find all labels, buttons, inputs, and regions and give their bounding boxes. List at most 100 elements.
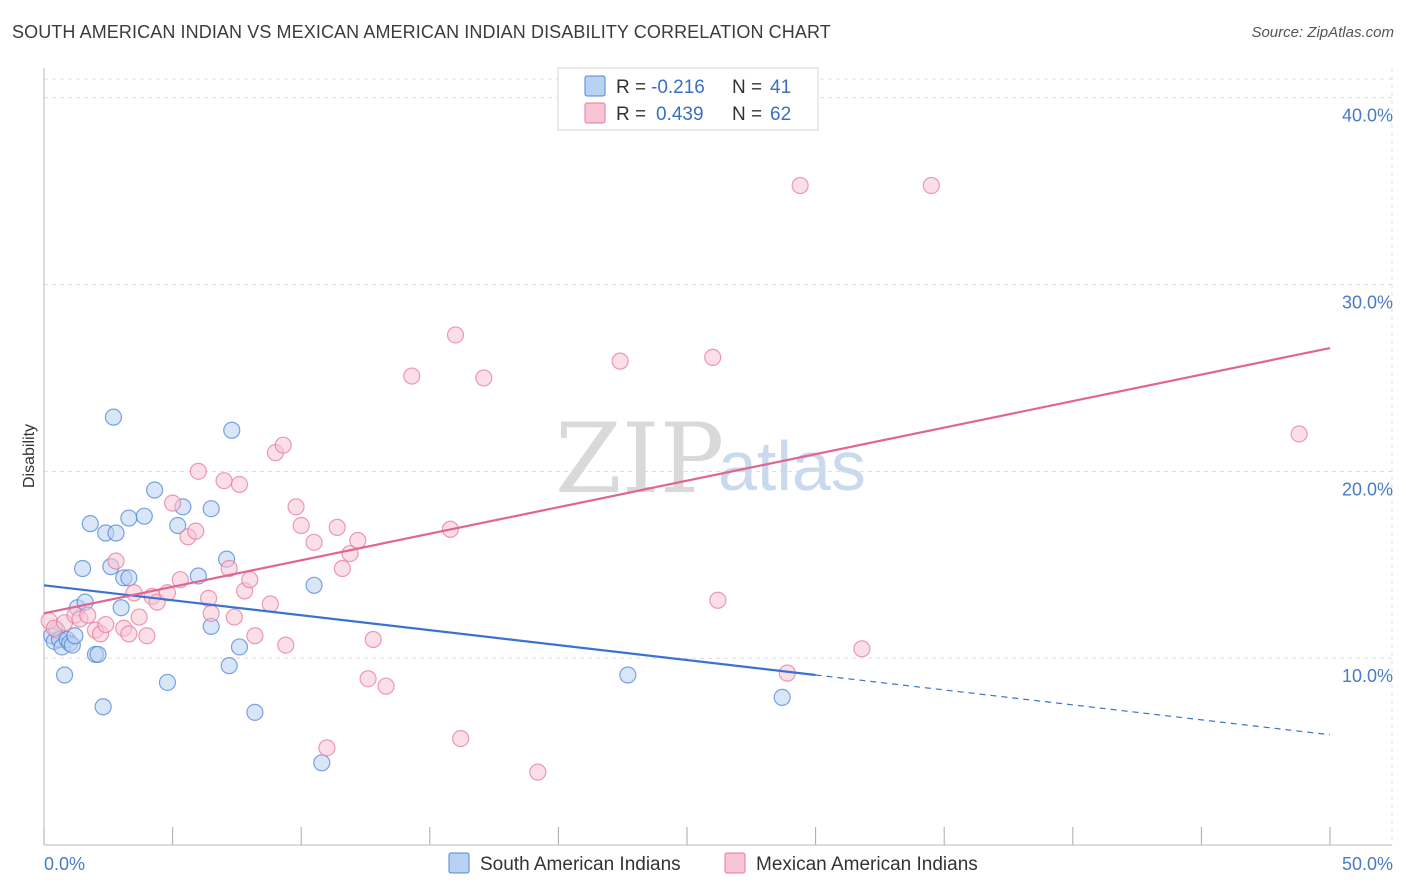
point-mexican-american [189,462,207,480]
trend-lines [43,346,1331,736]
axes [43,68,1392,846]
legend-r-label-south-american: R = [616,77,646,98]
legend-n-label-south-american: N = [732,77,762,98]
x-tick-label-min: 0.0% [44,854,85,874]
point-mexican-american [187,522,205,540]
point-mexican-american [230,475,249,494]
point-south-american [246,703,264,721]
point-mexican-american [138,627,156,645]
legend-n-value-south-american: 41 [770,77,791,98]
point-mexican-american [475,369,493,387]
point-mexican-american [246,627,264,645]
trend-line-extension-south-american [815,674,1331,736]
point-mexican-american [791,176,809,195]
series-legend-swatch-south-american [448,852,470,874]
point-mexican-american [241,571,259,589]
point-mexican-american [287,498,305,516]
chart-title: SOUTH AMERICAN INDIAN VS MEXICAN AMERICA… [12,22,831,42]
point-mexican-american [446,326,465,344]
point-mexican-american [220,559,238,578]
point-south-american [66,627,84,645]
point-south-american [73,559,92,578]
point-mexican-american [97,615,115,634]
legend-swatch-south-american [584,75,606,97]
point-south-american [158,673,177,692]
point-mexican-american [704,348,722,366]
series-legend-swatch-mexican-american [724,852,746,874]
y-tick-label-20: 20.0% [1342,479,1393,499]
watermark-zip: ZIP [555,403,724,515]
point-south-american [619,666,637,684]
y-axis-label: Disability [21,424,38,488]
legend-n-value-mexican-american: 62 [770,104,791,125]
point-mexican-american [261,595,279,613]
point-mexican-american [922,176,940,195]
point-mexican-american [328,518,346,536]
point-mexican-american [318,739,336,757]
series-legend: South American Indians Mexican American … [448,852,978,875]
point-mexican-american [359,670,377,688]
point-south-american [104,408,123,426]
watermark-atlas: atlas [718,427,866,505]
point-south-american [223,421,241,439]
point-south-american [220,657,238,675]
point-mexican-american [853,640,871,658]
legend-swatch-mexican-american [584,102,606,124]
point-south-american [773,688,791,707]
point-mexican-american [107,552,125,570]
point-south-american [230,638,249,656]
point-mexican-american [333,559,351,578]
point-mexican-american [130,608,148,626]
point-south-american [94,698,112,716]
point-south-american [107,524,125,542]
point-south-american [89,645,107,664]
y-tick-labels: 10.0% 20.0% 30.0% 40.0% [1342,106,1393,686]
point-south-american [120,509,138,527]
point-mexican-american [202,604,220,622]
chart-source: Source: ZipAtlas.com [1251,24,1394,41]
legend-r-value-south-american: -0.216 [651,77,705,98]
stats-legend: R = -0.216 N = 41 R = 0.439 N = 62 [557,67,819,131]
legend-n-label-mexican-american: N = [732,104,762,125]
legend-r-label-mexican-american: R = [616,104,646,125]
point-mexican-american [452,729,470,748]
point-mexican-american [305,533,323,551]
point-mexican-american [225,608,243,626]
point-south-american [112,599,130,617]
point-south-american [135,507,153,525]
y-tick-label-40: 40.0% [1342,106,1393,126]
point-mexican-american [349,531,367,550]
point-south-american [145,481,164,499]
point-south-american [81,515,99,533]
point-mexican-american [364,630,382,649]
point-mexican-american [611,352,629,370]
legend-r-value-mexican-american: 0.439 [656,104,704,125]
point-south-american [120,569,138,587]
y-tick-label-10: 10.0% [1342,666,1393,686]
grid-lines [44,68,1393,845]
point-mexican-american [377,677,395,695]
point-mexican-american [403,367,421,385]
point-mexican-american [292,516,310,535]
point-south-american [55,666,74,684]
series-legend-label-south-american: South American Indians [480,854,681,875]
point-mexican-american [1290,425,1308,443]
y-tick-label-30: 30.0% [1342,293,1393,313]
point-mexican-american [79,606,97,624]
watermark: ZIP atlas [555,403,866,515]
point-south-american [202,500,220,518]
point-mexican-american [529,763,547,781]
point-mexican-american [709,591,727,609]
trend-line-mexican-american [43,346,1331,615]
point-south-american [313,754,331,772]
point-south-american [305,576,323,594]
point-mexican-american [215,472,233,490]
point-south-american [169,516,187,535]
trend-line-south-american [43,584,816,677]
point-mexican-american [274,436,292,454]
point-mexican-american [277,636,295,654]
point-mexican-american [164,494,182,512]
x-tick-label-max: 50.0% [1342,854,1393,874]
